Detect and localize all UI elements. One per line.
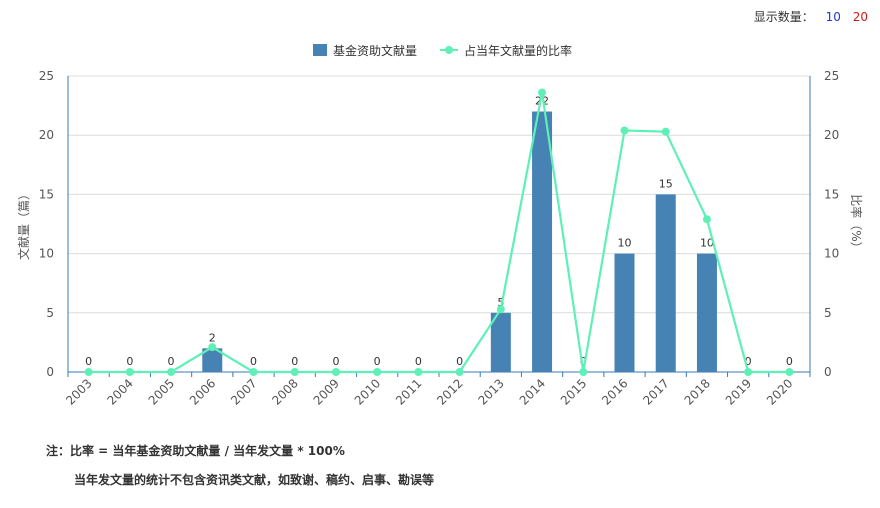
bar-data-label: 0 xyxy=(126,355,133,368)
y-left-tick-label: 0 xyxy=(46,365,54,379)
ratio-line xyxy=(88,92,790,374)
ratio-point xyxy=(249,368,258,376)
bar xyxy=(614,253,635,372)
bar-data-label: 22 xyxy=(535,95,549,108)
ratio-point xyxy=(496,305,505,314)
bar-data-label: 0 xyxy=(168,355,175,368)
x-tick-label: 2011 xyxy=(393,376,424,407)
ratio-point xyxy=(331,368,340,376)
bar-data-label: 0 xyxy=(85,355,92,368)
y-left-tick-label: 25 xyxy=(39,69,54,83)
bar-data-label: 10 xyxy=(700,237,714,250)
x-tick-label: 2020 xyxy=(764,376,795,407)
ratio-point xyxy=(290,368,299,376)
bar xyxy=(532,111,553,373)
ratio-point xyxy=(125,368,134,376)
chart-note-formula: 注：比率 = 当年基金资助文献量 / 当年发文量 * 100% xyxy=(46,444,345,458)
y-right-tick-label: 20 xyxy=(824,128,839,142)
y-right-axis-title: 比率（%） xyxy=(849,194,864,253)
y-right-tick-label: 5 xyxy=(824,306,832,320)
bar-data-label: 0 xyxy=(580,355,587,368)
bar-data-label: 10 xyxy=(618,237,632,250)
x-tick-label: 2004 xyxy=(104,376,135,407)
x-tick-label: 2013 xyxy=(475,376,506,407)
legend-line-marker xyxy=(445,46,453,54)
x-tick-label: 2016 xyxy=(599,376,630,407)
legend-line-label: 占当年文献量的比率 xyxy=(464,43,572,58)
display-10-option[interactable]: 10 xyxy=(825,10,841,24)
ratio-point xyxy=(744,368,753,376)
legend-bar-label: 基金资助文献量 xyxy=(333,43,417,58)
ratio-point xyxy=(167,368,176,376)
y-right-tick-label: 25 xyxy=(824,69,839,83)
x-tick-label: 2017 xyxy=(640,376,671,407)
display-count-control: 显示数量： 10 20 xyxy=(746,8,868,25)
display-20-option[interactable]: 20 xyxy=(852,10,868,24)
bar-data-label: 2 xyxy=(209,331,216,344)
ratio-point xyxy=(785,368,794,376)
x-tick-label: 2005 xyxy=(146,376,177,407)
display-count-label: 显示数量： xyxy=(753,10,814,24)
bar-data-label: 15 xyxy=(659,177,673,190)
chart-note-exclusion: 当年发文量的统计不包含资讯类文献，如致谢、稿约、启事、勘误等 xyxy=(74,473,435,487)
y-left-tick-label: 15 xyxy=(39,187,54,201)
x-tick-label: 2010 xyxy=(352,376,383,407)
x-tick-label: 2015 xyxy=(558,376,589,407)
x-tick-label: 2008 xyxy=(269,376,300,407)
bar xyxy=(202,348,223,372)
ratio-point xyxy=(208,343,217,352)
y-right-tick-label: 0 xyxy=(824,365,832,379)
y-left-tick-label: 5 xyxy=(46,306,54,320)
ratio-point xyxy=(620,126,629,135)
legend-bar-swatch xyxy=(313,44,327,56)
bar-data-label: 0 xyxy=(415,355,422,368)
x-tick-label: 2019 xyxy=(723,376,754,407)
x-tick-label: 2018 xyxy=(682,376,713,407)
x-tick-label: 2007 xyxy=(228,376,259,407)
bar-data-label: 5 xyxy=(497,296,504,309)
ratio-point xyxy=(579,368,588,376)
y-left-tick-label: 10 xyxy=(39,247,54,261)
ratio-point xyxy=(373,368,382,376)
bar-data-label: 0 xyxy=(291,355,298,368)
ratio-point xyxy=(538,88,547,97)
ratio-point xyxy=(84,368,93,376)
bar-data-label: 0 xyxy=(250,355,257,368)
x-tick-label: 2003 xyxy=(63,376,94,407)
y-left-tick-label: 20 xyxy=(39,128,54,142)
bar xyxy=(490,312,511,372)
ratio-point xyxy=(702,215,711,224)
bar-data-label: 0 xyxy=(332,355,339,368)
ratio-point xyxy=(455,368,464,376)
bar-data-label: 0 xyxy=(456,355,463,368)
x-tick-label: 2014 xyxy=(517,376,548,407)
y-left-axis-title: 文献量（篇） xyxy=(16,188,31,260)
bar-data-label: 0 xyxy=(786,355,793,368)
bar-data-label: 0 xyxy=(374,355,381,368)
ratio-point xyxy=(661,127,670,136)
y-right-tick-label: 10 xyxy=(824,247,839,261)
ratio-point xyxy=(414,368,423,376)
x-tick-label: 2006 xyxy=(187,376,218,407)
bar xyxy=(696,253,717,372)
bar-data-label: 0 xyxy=(745,355,752,368)
x-tick-label: 2009 xyxy=(311,376,342,407)
x-tick-label: 2012 xyxy=(434,376,465,407)
bar xyxy=(655,194,676,372)
y-right-tick-label: 15 xyxy=(824,187,839,201)
